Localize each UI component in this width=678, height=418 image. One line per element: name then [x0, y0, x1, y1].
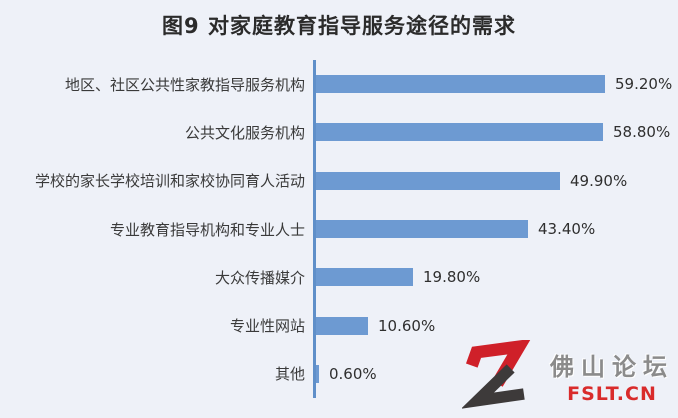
- value-label: 0.60%: [329, 364, 377, 383]
- foshan-forum-logo-icon: [462, 340, 531, 409]
- category-label: 专业教育指导机构和专业人士: [109, 220, 305, 239]
- bar-row: 地区、社区公共性家教指导服务机构 59.20%: [0, 60, 678, 109]
- value-label: 43.40%: [538, 220, 596, 239]
- bar: [316, 268, 413, 287]
- category-label: 公共文化服务机构: [184, 123, 305, 142]
- bar: [316, 220, 528, 239]
- bar-row: 专业教育指导机构和专业人士 43.40%: [0, 204, 678, 254]
- value-label: 59.20%: [615, 75, 673, 94]
- bar: [316, 75, 605, 94]
- category-label: 学校的家长学校培训和家校协同育人活动: [34, 172, 305, 191]
- bar-row: 公共文化服务机构 58.80%: [0, 108, 678, 157]
- chart-title: 图9 对家庭教育指导服务途径的需求: [162, 14, 516, 38]
- value-label: 10.60%: [378, 316, 436, 335]
- bar-track: 59.20%: [313, 60, 678, 109]
- bar: [316, 364, 319, 383]
- category-label: 地区、社区公共性家教指导服务机构: [64, 75, 305, 94]
- bar-track: 58.80%: [313, 108, 678, 157]
- value-label: 19.80%: [423, 268, 481, 287]
- watermark-text: 佛山论坛 FSLT.CN: [550, 347, 674, 405]
- bar-track: 43.40%: [313, 204, 678, 254]
- value-label: 58.80%: [613, 123, 671, 142]
- bar-row: 其他 0.60%: [0, 349, 678, 399]
- bar-track: 49.90%: [313, 156, 678, 205]
- category-label: 专业性网站: [229, 317, 305, 336]
- bar-row: 学校的家长学校培训和家校协同育人活动 49.90%: [0, 156, 678, 205]
- watermark-site-name: 佛山论坛: [550, 353, 674, 381]
- bar-track: 19.80%: [313, 253, 678, 302]
- bar-track: 10.60%: [313, 301, 678, 350]
- bar-row: 大众传播媒介 19.80%: [0, 253, 678, 302]
- bar-track: 0.60%: [313, 349, 678, 399]
- bar: [316, 316, 368, 335]
- category-label: 大众传播媒介: [214, 268, 305, 287]
- category-label: 其他: [274, 365, 305, 384]
- bar-chart-plot: 地区、社区公共性家教指导服务机构 59.20% 公共文化服务机构 58.80% 学校的家…: [0, 60, 678, 399]
- bar: [316, 123, 603, 142]
- value-label: 49.90%: [570, 171, 628, 190]
- bar: [316, 171, 560, 190]
- watermark-site-url: FSLT.CN: [567, 383, 657, 405]
- bar-row: 专业性网站 10.60%: [0, 301, 678, 350]
- watermark: 佛山论坛 FSLT.CN: [462, 340, 674, 412]
